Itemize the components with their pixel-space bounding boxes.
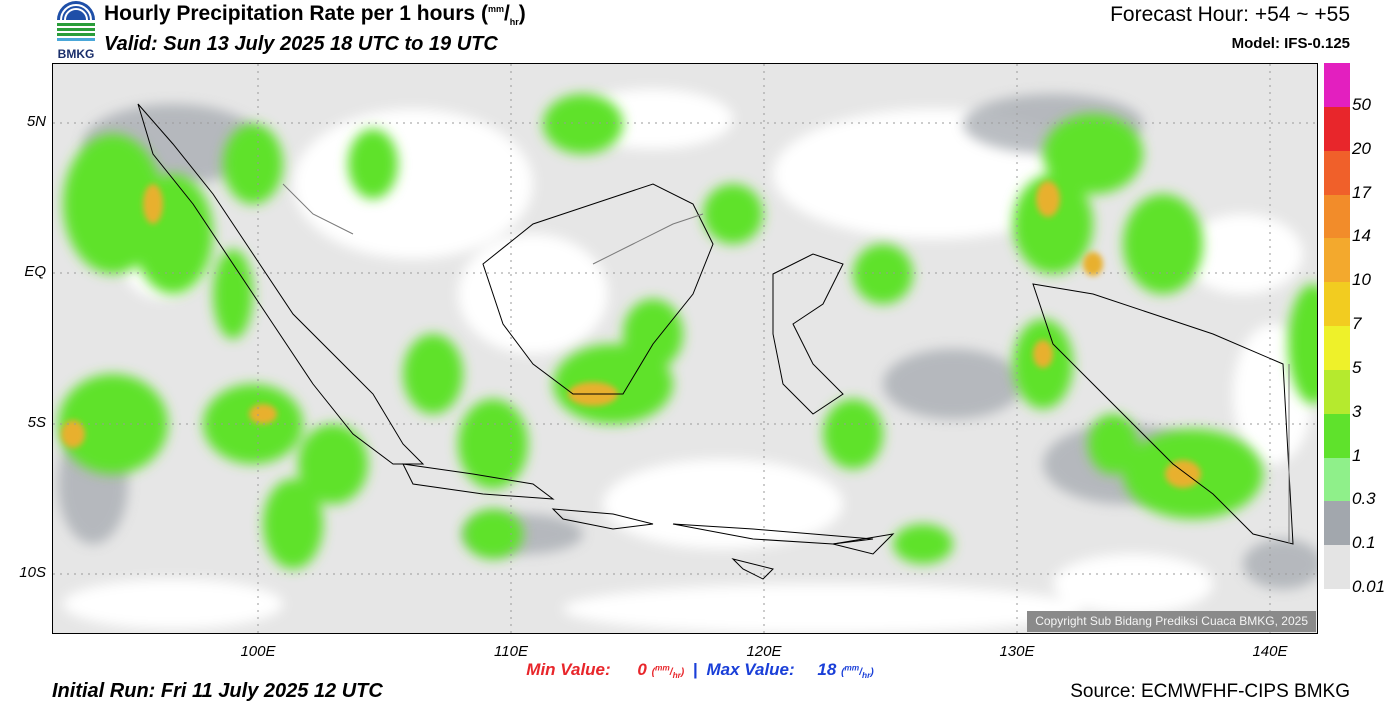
lon-label-100e: 100E	[240, 643, 276, 660]
colorbar-swatch	[1324, 326, 1350, 370]
colorbar-label: 14	[1352, 226, 1371, 246]
colorbar-label: 10	[1352, 270, 1371, 290]
data-source: Source: ECMWFHF-CIPS BMKG	[1070, 681, 1350, 702]
map-title: Hourly Precipitation Rate per 1 hours (m…	[104, 2, 526, 27]
colorbar-label: 17	[1352, 182, 1371, 202]
colorbar-swatch	[1324, 238, 1350, 283]
title-unit: (mm/hr)	[480, 2, 526, 28]
initial-run: Initial Run: Fri 11 July 2025 12 UTC	[52, 680, 383, 702]
value-separator: |	[692, 660, 698, 679]
colorbar-swatch	[1324, 457, 1350, 502]
max-value: 18	[817, 660, 837, 679]
lon-label-130e: 130E	[999, 643, 1035, 660]
max-value-label: Max Value:	[706, 660, 795, 679]
title-text: Hourly Precipitation Rate per 1 hours	[104, 2, 476, 25]
lon-label-140e: 140E	[1252, 643, 1288, 660]
min-max-values: Min Value: 0 (mm/hr) | Max Value: 18 (mm…	[0, 660, 1400, 680]
coastlines	[137, 103, 1294, 580]
lon-label-120e: 120E	[746, 643, 782, 660]
borders	[282, 183, 1290, 544]
lat-label-10s: 10S	[19, 564, 46, 581]
min-value-label: Min Value:	[526, 660, 611, 679]
colorbar-label: 0.01	[1352, 577, 1386, 596]
lon-label-110e: 110E	[494, 643, 528, 660]
colorbar-swatch	[1324, 413, 1350, 458]
colorbar-swatch	[1324, 501, 1350, 546]
colorbar-label: 3	[1352, 401, 1362, 421]
forecast-hour: Forecast Hour: +54 ~ +55	[1110, 3, 1350, 26]
min-value-unit: (mm/hr)	[651, 662, 685, 680]
dry-areas	[63, 89, 1313, 633]
colorbar-label: 5	[1352, 357, 1362, 377]
min-value: 0	[637, 660, 647, 679]
colorbar-swatch	[1324, 545, 1350, 590]
colorbar-swatch	[1324, 194, 1350, 239]
copyright-notice: Copyright Sub Bidang Prediksi Cuaca BMKG…	[1027, 611, 1316, 632]
max-value-unit: (mm/hr)	[841, 662, 874, 680]
colorbar-label: 7	[1352, 314, 1362, 333]
colorbar-label: 0.1	[1352, 533, 1376, 553]
colorbar-swatch	[1324, 150, 1350, 195]
graticule	[53, 64, 1317, 633]
colorbar-label: 20	[1352, 138, 1371, 158]
precipitation-map	[52, 63, 1318, 634]
model-name: Model: IFS-0.125	[1231, 35, 1350, 52]
colorbar-swatch	[1324, 282, 1350, 327]
colorbar-swatch	[1324, 106, 1350, 151]
colorbar-label: 1	[1352, 445, 1362, 465]
logo-text: BMKG	[58, 47, 95, 61]
lat-label-5s: 5S	[27, 414, 46, 431]
colorbar-label: 0.3	[1352, 489, 1376, 509]
map-canvas	[53, 64, 1317, 633]
colorbar-swatch	[1324, 63, 1350, 107]
moderate-rain-areas	[58, 94, 1317, 569]
lat-label-eq: EQ	[24, 263, 46, 280]
heavy-rain-cores	[61, 181, 1201, 488]
lat-label-5n: 5N	[26, 113, 46, 130]
bmkg-logo-icon: BMKG	[57, 1, 95, 61]
colorbar-label: 50	[1352, 94, 1371, 114]
colorbar-swatch	[1324, 369, 1350, 414]
valid-time: Valid: Sun 13 July 2025 18 UTC to 19 UTC	[104, 33, 498, 55]
